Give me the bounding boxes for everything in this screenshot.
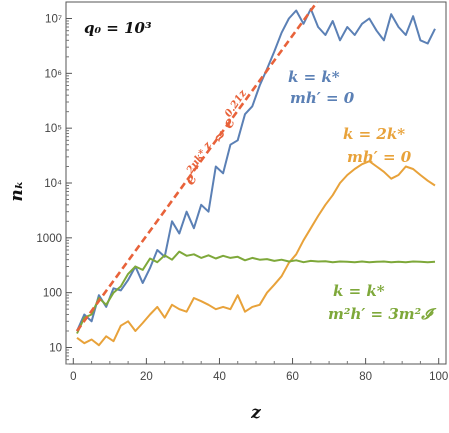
series-line-3 [76, 250, 436, 334]
y-tick-label-6: 10⁷ [45, 14, 62, 26]
series-layer [76, 7, 436, 347]
fit-line [75, 1, 319, 332]
x-tick-label-0: 0 [70, 371, 76, 383]
legend-series-1-line-2: mh′ = 0 [290, 89, 355, 107]
legend-series-1-line-1: k = k* [288, 68, 340, 86]
legend-series-2: k = 2k* mh′ = 0 [343, 125, 412, 166]
x-tick-label-4: 80 [359, 371, 372, 383]
series-line-2 [76, 160, 436, 347]
y-tick-label-3: 10⁴ [44, 178, 62, 190]
legend-series-2-line-1: k = 2k* [343, 125, 405, 143]
legend-series-2-line-2: mh′ = 0 [347, 148, 412, 166]
legend-series-3: k = k* m²h′ = 3m²𝓘 [328, 282, 437, 323]
legend-series-3-line-1: k = k* [333, 282, 385, 300]
x-tick-label-3: 60 [286, 371, 299, 383]
y-tick-label-1: 100 [43, 288, 62, 300]
param-label: q₀ = 10³ [84, 19, 152, 37]
x-tick-label-2: 40 [213, 371, 226, 383]
y-axis: 10 100 1000 10⁴ 10⁵ 10⁶ 10⁷ [36, 14, 72, 365]
fit-line-layer [75, 1, 319, 332]
x-tick-label-1: 20 [140, 371, 153, 383]
y-axis-label: nₖ [7, 180, 27, 201]
y-tick-label-0: 10 [49, 342, 62, 354]
fit-line-label: e2μk* z ≈ e0.21z [180, 88, 256, 188]
y-tick-label-4: 10⁵ [44, 123, 62, 135]
series-line-1 [76, 7, 436, 332]
legend-series-1: k = k* mh′ = 0 [288, 68, 355, 107]
y-tick-label-5: 10⁶ [44, 68, 62, 80]
x-axis-label: z [250, 403, 261, 423]
x-axis: 0 20 40 60 80 100 [70, 358, 448, 383]
legend-series-3-line-2: m²h′ = 3m²𝓘 [328, 305, 437, 323]
y-tick-label-2: 1000 [36, 233, 62, 245]
fit-line-label-text: e2μk* z ≈ e0.21z [180, 88, 256, 188]
x-tick-label-5: 100 [429, 371, 448, 383]
fit-label-exp-1: 2μk* z [184, 140, 214, 177]
